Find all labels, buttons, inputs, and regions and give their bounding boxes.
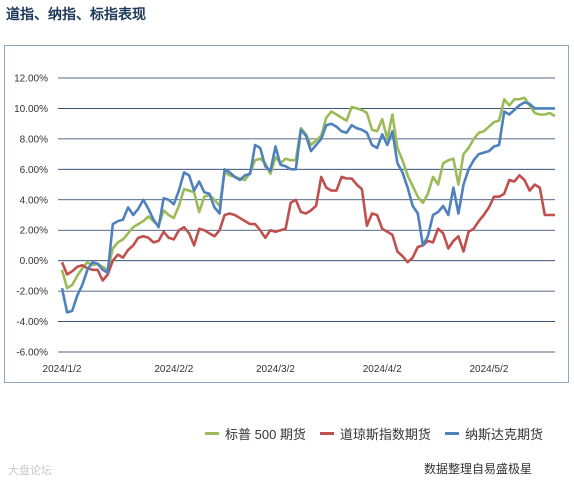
y-tick-label: 2.00% [20,226,48,237]
y-tick-label: -4.00% [16,317,48,328]
source-note: 数据整理自易盛极星 [423,462,532,476]
x-tick-label: 2024/2/2 [154,364,193,375]
y-tick-label: 8.00% [20,134,48,145]
chart-title: 道指、纳指、标指表现 [6,6,146,22]
legend-swatch [444,432,459,435]
legend-item-1: 道琼斯指数期货 [319,424,431,443]
y-tick-label: -2.00% [16,287,48,298]
legend-swatch [319,432,334,435]
legend-item-2: 纳斯达克期货 [444,424,543,443]
y-tick-label: -6.00% [16,348,48,359]
y-tick-label: 6.00% [20,165,48,176]
legend-swatch [205,432,219,435]
series-line-0 [60,96,556,290]
y-tick-label: 4.00% [20,195,48,206]
series-line-1 [60,174,555,282]
y-tick-label: 12.00% [14,74,48,85]
y-tick-label: 10.00% [14,104,48,115]
legend-item-0: 标普 500 期货 [205,424,306,443]
legend: 标普 500 期货 道琼斯指数期货 纳斯达克期货 [205,424,543,443]
series-line-2 [60,101,555,314]
legend-label: 道琼斯指数期货 [339,427,431,442]
watermark: 大盘论坛 [8,465,52,477]
x-tick-label: 2024/3/2 [256,364,295,375]
chart-frame [4,45,569,383]
x-tick-label: 2024/1/2 [43,364,82,375]
legend-label: 标普 500 期货 [225,427,306,442]
legend-label: 纳斯达克期货 [464,427,543,442]
x-tick-label: 2024/5/2 [469,364,508,375]
y-tick-label: 0.00% [20,256,48,267]
x-tick-label: 2024/4/2 [363,364,402,375]
